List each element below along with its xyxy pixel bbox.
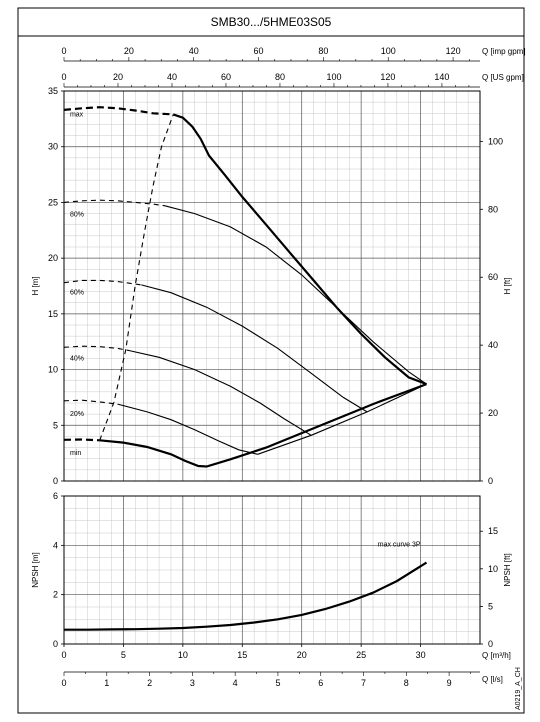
curve-annotation: 20% <box>70 411 84 418</box>
curve-60pct <box>141 284 368 413</box>
top-axis-tick-label: 60 <box>254 46 264 56</box>
top-axis-tick-label: 20 <box>124 46 134 56</box>
curve-20pct <box>63 399 118 405</box>
curve-min <box>99 383 427 468</box>
top-axis-tick-label: 60 <box>221 72 231 82</box>
curve-limit <box>99 114 174 441</box>
x-tick-label: 15 <box>237 650 247 660</box>
top-axis-tick-label: 40 <box>167 72 177 82</box>
curve-60pct <box>63 279 142 286</box>
y-right-tick-label: 15 <box>488 526 498 536</box>
x2-tick-label: 6 <box>318 678 323 688</box>
curve-max <box>172 113 427 386</box>
x-axis-label: Q [m³/h] <box>482 651 511 660</box>
top-axis-tick-label: 0 <box>61 46 66 56</box>
curve-annotation: 40% <box>70 355 84 362</box>
y-tick-label: 10 <box>48 365 58 375</box>
y-right-axis-label: H [ft] <box>503 278 512 295</box>
x2-tick-label: 5 <box>275 678 280 688</box>
y-right-tick-label: 100 <box>488 136 503 146</box>
y-right-tick-label: 0 <box>488 639 493 649</box>
y-tick-label: 0 <box>53 476 58 486</box>
top-axis-tick-label: 140 <box>434 72 449 82</box>
curve-end <box>257 383 427 455</box>
outer-frame <box>17 7 525 714</box>
curve-annotation: 60% <box>70 290 84 297</box>
top-axis-label: Q [imp gpm] <box>482 47 526 56</box>
top-axis-tick-label: 120 <box>446 46 461 56</box>
top-axis-tick-label: 120 <box>380 72 395 82</box>
x2-tick-label: 3 <box>190 678 195 688</box>
y-axis-label: NPSH [m] <box>31 552 40 588</box>
x-tick-label: 0 <box>61 650 66 660</box>
curve-min <box>63 438 100 442</box>
x-tick-label: 5 <box>121 650 126 660</box>
chart-title: SMB30.../5HME03S05 <box>211 15 332 29</box>
curve-40pct <box>63 345 130 352</box>
top-axis-tick-label: 40 <box>189 46 199 56</box>
y-right-tick-label: 20 <box>488 408 498 418</box>
curve-20pct <box>117 403 258 455</box>
y-tick-label: 15 <box>48 309 58 319</box>
x2-tick-label: 4 <box>233 678 238 688</box>
head-plot-frame <box>63 90 481 482</box>
y-right-tick-label: 0 <box>488 476 493 486</box>
top-axis-tick-label: 100 <box>326 72 341 82</box>
y-tick-label: 5 <box>53 420 58 430</box>
x2-tick-label: 0 <box>61 678 66 688</box>
curve-40pct <box>129 350 312 436</box>
x2-axis-label: Q [l/s] <box>482 675 503 684</box>
curve-annotation: 80% <box>70 212 84 219</box>
curve-annotation: max <box>70 111 84 118</box>
y-tick-label: 25 <box>48 197 58 207</box>
curve-annotation: min <box>70 450 81 457</box>
npsh-curve <box>64 561 428 631</box>
y-tick-label: 30 <box>48 142 58 152</box>
y-axis-label: H [m] <box>31 276 40 295</box>
curve-80pct <box>164 205 427 385</box>
y-right-tick-label: 40 <box>488 340 498 350</box>
top-axis-tick-label: 80 <box>275 72 285 82</box>
x2-tick-label: 8 <box>404 678 409 688</box>
y-tick-label: 0 <box>53 639 58 649</box>
npsh-curve-label: max curve 3P <box>378 542 421 549</box>
x-tick-label: 20 <box>297 650 307 660</box>
top-axis-tick-label: 100 <box>381 46 396 56</box>
x2-tick-label: 9 <box>447 678 452 688</box>
x-tick-label: 10 <box>178 650 188 660</box>
top-axis-tick-label: 20 <box>113 72 123 82</box>
y-tick-label: 20 <box>48 253 58 263</box>
figure-code: A0219_A_CH <box>515 667 522 710</box>
x2-tick-label: 7 <box>361 678 366 688</box>
y-right-axis-label: NPSH [ft] <box>503 553 512 586</box>
y-tick-label: 4 <box>53 540 58 550</box>
y-right-tick-label: 80 <box>488 204 498 214</box>
y-tick-label: 2 <box>53 590 58 600</box>
y-tick-label: 6 <box>53 491 58 501</box>
x-tick-label: 30 <box>416 650 426 660</box>
curve-max <box>63 106 174 116</box>
y-right-tick-label: 5 <box>488 601 493 611</box>
top-axis-label: Q [US gpm] <box>482 73 524 82</box>
top-axis-tick-label: 0 <box>61 72 66 82</box>
y-right-tick-label: 10 <box>488 564 498 574</box>
x-tick-label: 25 <box>356 650 366 660</box>
x2-tick-label: 2 <box>147 678 152 688</box>
npsh-plot-frame <box>63 495 481 645</box>
y-tick-label: 35 <box>48 86 58 96</box>
x2-tick-label: 1 <box>104 678 109 688</box>
top-axis-tick-label: 80 <box>318 46 328 56</box>
y-right-tick-label: 60 <box>488 272 498 282</box>
